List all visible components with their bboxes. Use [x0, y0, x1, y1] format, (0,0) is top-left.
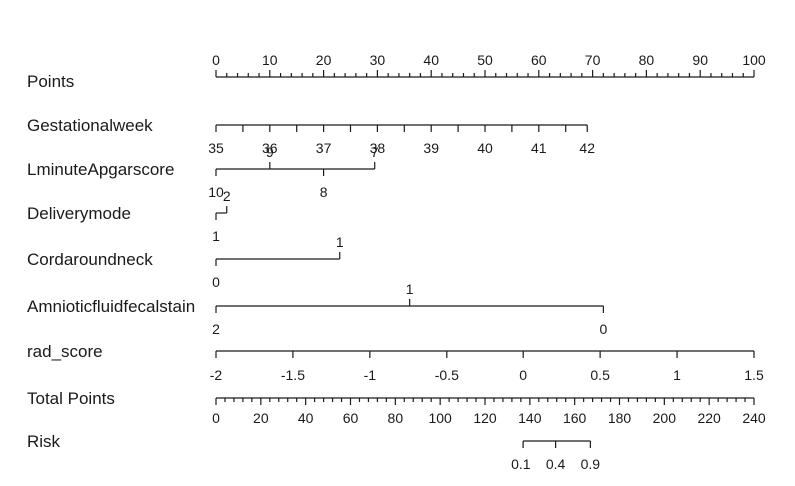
points-tick-label: 90 — [692, 52, 708, 68]
rad-score-tick-label: -1.5 — [281, 367, 305, 383]
lminuteapgarscore-tick-label: 7 — [371, 144, 379, 160]
rad-score-tick-label: 1 — [673, 367, 681, 383]
lminuteapgarscore-tick-label: 8 — [320, 184, 328, 200]
points-tick-label: 80 — [639, 52, 655, 68]
row-label-total-points: Total Points — [27, 389, 115, 408]
amnioticfluidfecalstain-tick-label: 1 — [406, 281, 414, 297]
total-points-tick-label: 20 — [253, 410, 269, 426]
total-points-tick-label: 200 — [653, 410, 677, 426]
gestationalweek-tick-label: 42 — [579, 140, 595, 156]
cordaroundneck-tick-label: 0 — [212, 274, 220, 290]
row-points: Points 0 10 20 30 40 50 60 70 80 90 100 — [27, 52, 766, 91]
row-rad-score: rad_score -2 -1.5 -1 -0.5 0 0.5 1 1.5 — [27, 342, 764, 383]
row-label-gestationalweek: Gestationalweek — [27, 116, 153, 135]
row-label-cordaroundneck: Cordaroundneck — [27, 250, 153, 269]
row-cordaroundneck: Cordaroundneck 1 0 — [27, 234, 344, 290]
cordaroundneck-tick-label: 1 — [336, 234, 344, 250]
row-label-rad-score: rad_score — [27, 342, 103, 361]
points-tick-label: 30 — [370, 52, 386, 68]
total-points-tick-label: 120 — [473, 410, 497, 426]
row-label-points: Points — [27, 72, 74, 91]
rad-score-tick-label: -0.5 — [435, 367, 459, 383]
total-points-tick-label: 160 — [563, 410, 587, 426]
row-label-deliverymode: Deliverymode — [27, 204, 131, 223]
row-label-risk: Risk — [27, 432, 61, 451]
total-points-tick-label: 140 — [518, 410, 542, 426]
row-total-points: Total Points 0 20 40 60 80 100 120 140 160 180 200 2… — [27, 389, 766, 426]
total-points-tick-label: 240 — [742, 410, 766, 426]
points-tick-label: 50 — [477, 52, 493, 68]
gestationalweek-tick-label: 40 — [477, 140, 493, 156]
risk-tick-label: 0.1 — [511, 456, 531, 472]
total-points-tick-label: 180 — [608, 410, 632, 426]
lminuteapgarscore-tick-label: 10 — [208, 184, 224, 200]
gestationalweek-tick-label: 38 — [370, 140, 386, 156]
points-tick-label: 10 — [262, 52, 278, 68]
rad-score-tick-label: 0 — [519, 367, 527, 383]
total-points-tick-label: 0 — [212, 410, 220, 426]
deliverymode-tick-label: 1 — [212, 228, 220, 244]
total-points-tick-label: 100 — [428, 410, 452, 426]
points-tick-label: 40 — [423, 52, 439, 68]
rad-score-tick-label: 0.5 — [590, 367, 610, 383]
gestationalweek-tick-label: 35 — [208, 140, 224, 156]
risk-tick-label: 0.9 — [581, 456, 601, 472]
gestationalweek-tick-label: 41 — [531, 140, 547, 156]
rad-score-tick-label: -1 — [364, 367, 377, 383]
points-tick-label: 70 — [585, 52, 601, 68]
row-label-amnioticfluidfecalstain: Amnioticfluidfecalstain — [27, 297, 195, 316]
risk-tick-label: 0.4 — [546, 456, 566, 472]
points-tick-label: 20 — [316, 52, 332, 68]
total-points-tick-label: 60 — [343, 410, 359, 426]
row-lminuteapgarscore: LminuteApgarscore 10 9 8 7 — [27, 144, 379, 200]
row-gestationalweek: Gestationalweek 35 36 37 38 39 40 41 42 — [27, 116, 595, 156]
points-tick-label: 0 — [212, 52, 220, 68]
rad-score-tick-label: 1.5 — [744, 367, 764, 383]
amnioticfluidfecalstain-tick-label: 2 — [212, 321, 220, 337]
rad-score-tick-label: -2 — [210, 367, 223, 383]
lminuteapgarscore-tick-label: 9 — [266, 144, 274, 160]
row-amnioticfluidfecalstain: Amnioticfluidfecalstain 1 2 0 — [27, 281, 607, 337]
gestationalweek-tick-label: 36 — [262, 140, 278, 156]
gestationalweek-tick-label: 37 — [316, 140, 332, 156]
points-tick-label: 60 — [531, 52, 547, 68]
row-label-lminuteapgarscore: LminuteApgarscore — [27, 160, 174, 179]
points-tick-label: 100 — [742, 52, 766, 68]
gestationalweek-tick-label: 39 — [423, 140, 439, 156]
total-points-tick-label: 40 — [298, 410, 314, 426]
deliverymode-tick-label: 2 — [223, 188, 231, 204]
row-deliverymode: Deliverymode 2 1 — [27, 188, 231, 244]
row-risk: Risk 0.1 0.4 0.9 — [27, 432, 600, 472]
amnioticfluidfecalstain-tick-label: 0 — [599, 321, 607, 337]
total-points-tick-label: 80 — [388, 410, 404, 426]
total-points-tick-label: 220 — [697, 410, 721, 426]
